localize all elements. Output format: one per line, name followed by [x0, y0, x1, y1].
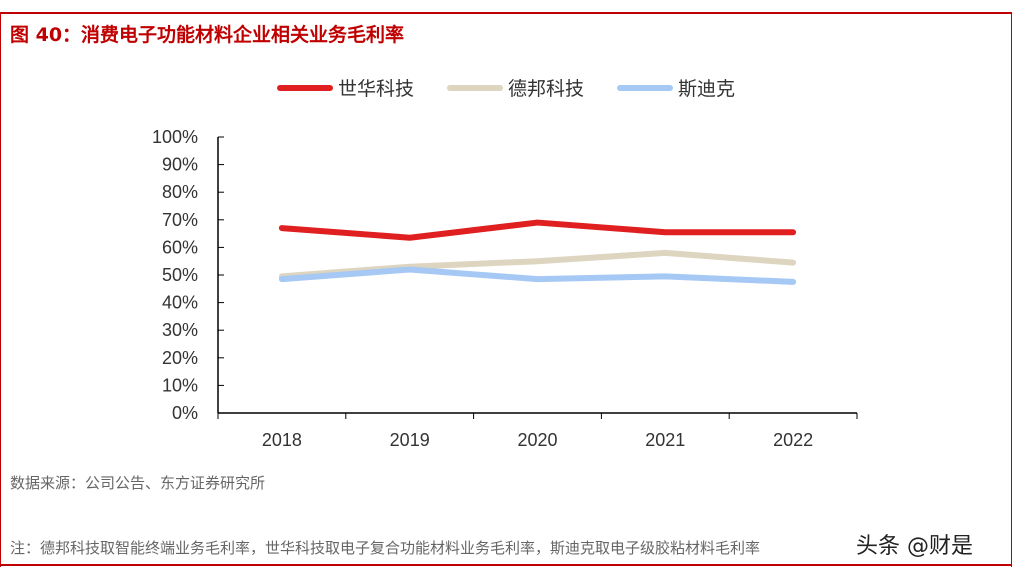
x-tick-label: 2020 [517, 430, 557, 450]
source-text: 数据来源：公司公告、东方证券研究所 [10, 474, 266, 492]
legend-label: 世华科技 [338, 78, 414, 100]
y-tick-label: 20% [162, 348, 198, 368]
y-tick-label: 60% [162, 237, 198, 257]
y-tick-label: 10% [162, 375, 198, 395]
top-border [0, 12, 1012, 14]
note-text: 注：德邦科技取智能终端业务毛利率，世华科技取电子复合功能材料业务毛利率，斯迪克取… [10, 539, 761, 557]
x-tick-label: 2021 [645, 430, 685, 450]
figure-title: 图 40：消费电子功能材料企业相关业务毛利率 [10, 24, 405, 46]
y-tick-label: 0% [172, 403, 198, 423]
x-tick-label: 2019 [390, 430, 430, 450]
y-tick-label: 70% [162, 210, 198, 230]
y-tick-label: 50% [162, 265, 198, 285]
y-tick-label: 40% [162, 293, 198, 313]
series-line-世华科技 [278, 219, 797, 241]
y-tick-label: 90% [162, 155, 198, 175]
x-tick-label: 2022 [773, 430, 813, 450]
y-tick-label: 80% [162, 182, 198, 202]
series-line-斯迪克 [278, 266, 797, 285]
y-tick-label: 100% [152, 127, 198, 147]
watermark: 头条 @财是 [856, 534, 973, 559]
x-tick-label: 2018 [262, 430, 302, 450]
bottom-border [0, 564, 1012, 566]
y-tick-label: 30% [162, 320, 198, 340]
left-border [0, 12, 1, 567]
legend-label: 斯迪克 [678, 78, 735, 100]
legend-label: 德邦科技 [508, 78, 584, 100]
